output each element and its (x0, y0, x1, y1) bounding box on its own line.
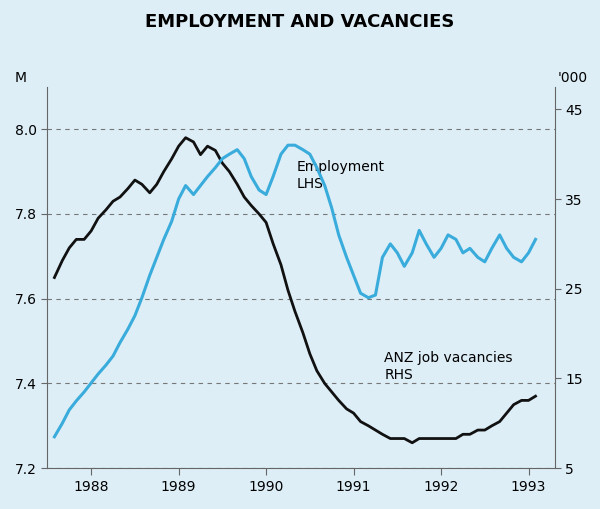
Text: M: M (14, 71, 26, 85)
Text: EMPLOYMENT AND VACANCIES: EMPLOYMENT AND VACANCIES (145, 13, 455, 31)
Text: '000: '000 (557, 71, 588, 85)
Text: ANZ job vacancies
RHS: ANZ job vacancies RHS (384, 351, 512, 382)
Text: Employment
LHS: Employment LHS (297, 160, 385, 191)
